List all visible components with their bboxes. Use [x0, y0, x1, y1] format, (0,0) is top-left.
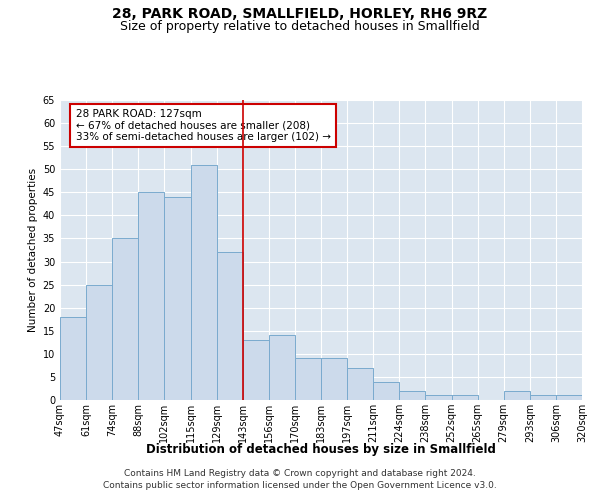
Bar: [295, 358, 321, 400]
Bar: [373, 382, 400, 400]
Bar: [452, 396, 478, 400]
Bar: [139, 192, 164, 400]
Bar: [321, 358, 347, 400]
Bar: [269, 336, 295, 400]
Bar: [112, 238, 139, 400]
Text: 28 PARK ROAD: 127sqm
← 67% of detached houses are smaller (208)
33% of semi-deta: 28 PARK ROAD: 127sqm ← 67% of detached h…: [76, 109, 331, 142]
Text: Distribution of detached houses by size in Smallfield: Distribution of detached houses by size …: [146, 442, 496, 456]
Bar: [242, 340, 269, 400]
Bar: [425, 396, 452, 400]
Bar: [164, 197, 191, 400]
Bar: [504, 391, 530, 400]
Y-axis label: Number of detached properties: Number of detached properties: [28, 168, 38, 332]
Bar: [217, 252, 243, 400]
Bar: [530, 396, 556, 400]
Bar: [556, 396, 582, 400]
Bar: [191, 164, 217, 400]
Bar: [60, 317, 86, 400]
Bar: [347, 368, 373, 400]
Text: Contains public sector information licensed under the Open Government Licence v3: Contains public sector information licen…: [103, 481, 497, 490]
Text: 28, PARK ROAD, SMALLFIELD, HORLEY, RH6 9RZ: 28, PARK ROAD, SMALLFIELD, HORLEY, RH6 9…: [112, 8, 488, 22]
Text: Size of property relative to detached houses in Smallfield: Size of property relative to detached ho…: [120, 20, 480, 33]
Bar: [86, 284, 112, 400]
Bar: [400, 391, 425, 400]
Text: Contains HM Land Registry data © Crown copyright and database right 2024.: Contains HM Land Registry data © Crown c…: [124, 468, 476, 477]
